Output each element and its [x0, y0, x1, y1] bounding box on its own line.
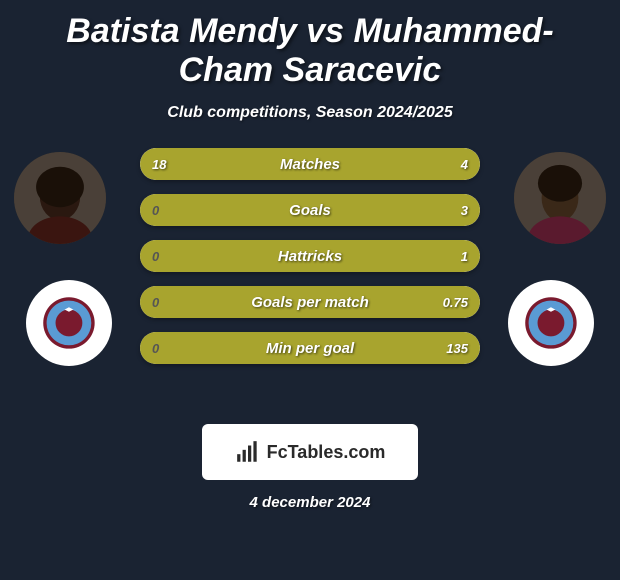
stat-row: Hattricks0 1 [140, 240, 480, 272]
stat-row: Matches18 4 [140, 148, 480, 180]
stat-value-left: 18 [140, 148, 178, 180]
player-left-photo [14, 152, 106, 244]
page-title: Batista Mendy vs Muhammed-Cham Saracevic [0, 0, 620, 90]
stat-label: Goals per match [140, 286, 480, 318]
stat-value-left: 0 [140, 332, 171, 364]
date-text: 4 december 2024 [0, 494, 620, 511]
stat-bars: Matches184Goals03Hattricks01Goals per ma… [140, 148, 480, 378]
club-left-logo [26, 280, 112, 366]
stat-label: Goals [140, 194, 480, 226]
chart-icon [235, 439, 261, 465]
stat-value-left: 0 [140, 240, 171, 272]
stat-label: Hattricks [140, 240, 480, 272]
comparison-area: Matches184Goals03Hattricks01Goals per ma… [0, 152, 620, 412]
stat-row: Goals0 3 [140, 194, 480, 226]
stat-value-right: 4 [449, 148, 480, 180]
player-right-photo [514, 152, 606, 244]
brand-text: FcTables.com [267, 442, 386, 463]
stat-value-left: 0 [140, 286, 171, 318]
club-right-logo [508, 280, 594, 366]
subtitle: Club competitions, Season 2024/2025 [0, 104, 620, 122]
stat-value-right: 3 [449, 194, 480, 226]
stat-value-right: 0.75 [431, 286, 480, 318]
stat-value-right: 135 [434, 332, 480, 364]
stat-label: Matches [140, 148, 480, 180]
stat-label: Min per goal [140, 332, 480, 364]
stat-row: Min per goal0 135 [140, 332, 480, 364]
brand-box: FcTables.com [202, 424, 418, 480]
stat-value-left: 0 [140, 194, 171, 226]
stat-row: Goals per match0 0.75 [140, 286, 480, 318]
stat-value-right: 1 [449, 240, 480, 272]
